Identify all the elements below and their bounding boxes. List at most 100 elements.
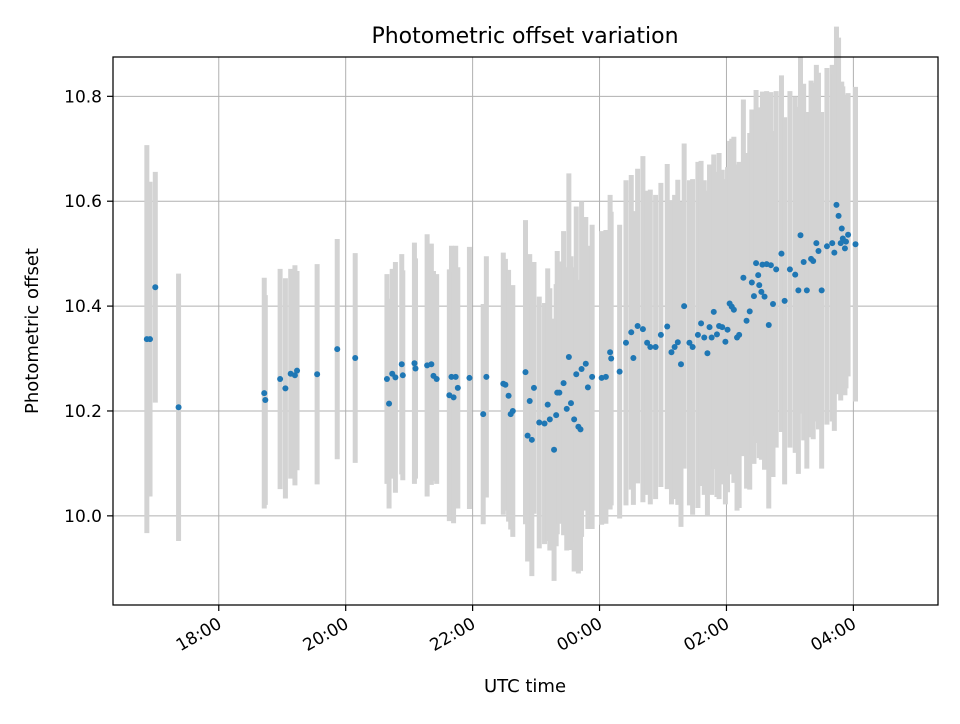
data-point	[829, 240, 836, 247]
data-point	[708, 334, 715, 341]
data-point	[689, 343, 696, 350]
data-point	[584, 384, 591, 391]
data-point	[352, 355, 359, 362]
data-point	[277, 375, 284, 382]
data-point	[524, 432, 531, 439]
data-point	[573, 371, 580, 378]
data-point	[466, 374, 473, 381]
data-point	[261, 390, 268, 397]
data-point	[639, 326, 646, 333]
data-point	[758, 288, 765, 295]
data-point	[509, 407, 516, 414]
data-point	[544, 401, 551, 408]
data-point	[652, 343, 659, 350]
chart-title: Photometric offset variation	[371, 24, 678, 49]
data-point	[837, 240, 844, 247]
data-point	[522, 369, 529, 376]
data-point	[813, 240, 820, 247]
data-point	[536, 419, 543, 426]
data-point	[841, 245, 848, 252]
data-point	[803, 287, 810, 294]
x-axis-label: UTC time	[484, 676, 566, 697]
data-point	[730, 306, 737, 313]
data-point	[616, 368, 623, 375]
data-point	[528, 436, 535, 443]
data-point	[755, 272, 762, 279]
data-point	[746, 308, 753, 315]
data-point	[719, 324, 726, 331]
data-point	[152, 284, 159, 291]
data-point	[694, 331, 701, 338]
y-tick-label: 10.0	[64, 507, 102, 527]
data-point	[291, 372, 298, 379]
data-point	[530, 384, 537, 391]
data-point	[724, 326, 731, 333]
data-point	[845, 231, 852, 238]
data-point	[392, 374, 399, 381]
data-point	[556, 389, 563, 396]
data-point	[262, 396, 269, 403]
data-point	[674, 339, 681, 346]
data-point	[175, 404, 182, 411]
data-point	[412, 365, 419, 372]
data-point	[657, 331, 664, 338]
data-point	[753, 260, 760, 267]
data-point	[842, 238, 849, 245]
data-point	[563, 405, 570, 412]
data-point	[546, 416, 553, 423]
data-point	[852, 241, 859, 248]
data-point	[823, 243, 830, 250]
data-point	[567, 400, 574, 407]
data-point	[647, 343, 654, 350]
data-point	[386, 400, 393, 407]
data-point	[797, 232, 804, 239]
data-point	[314, 371, 321, 378]
y-tick-label: 10.6	[64, 192, 102, 212]
data-point	[748, 279, 755, 286]
data-point	[704, 350, 711, 357]
plot-frame	[112, 56, 939, 606]
y-tick-label: 10.2	[64, 402, 102, 422]
data-point	[681, 303, 688, 310]
data-point	[838, 225, 845, 232]
data-point	[722, 338, 729, 345]
data-point	[671, 343, 678, 350]
data-point	[502, 381, 509, 388]
data-point	[698, 320, 705, 327]
data-point	[411, 360, 418, 367]
data-points	[143, 201, 859, 453]
data-point	[664, 323, 671, 330]
data-point	[622, 339, 629, 346]
data-point	[582, 360, 589, 367]
data-point	[677, 361, 684, 368]
data-point	[644, 339, 651, 346]
data-point	[577, 426, 584, 433]
data-point	[668, 349, 675, 356]
data-point	[630, 355, 637, 362]
data-point	[736, 331, 743, 338]
data-point	[450, 394, 457, 401]
data-point	[452, 373, 459, 380]
data-point	[761, 293, 768, 300]
data-point	[282, 385, 289, 392]
data-point	[571, 416, 578, 423]
data-point	[608, 355, 615, 362]
data-point	[786, 266, 793, 273]
data-point	[778, 250, 785, 257]
data-point	[740, 274, 747, 281]
data-point	[713, 331, 720, 338]
data-point	[795, 287, 802, 294]
data-point	[818, 287, 825, 294]
data-point	[578, 366, 585, 373]
data-point	[480, 411, 487, 418]
data-point	[551, 446, 558, 453]
data-point	[334, 346, 341, 353]
data-point	[454, 384, 461, 391]
y-axis: 10.0 10.2 10.4 10.6 10.8	[64, 87, 113, 527]
data-point	[147, 336, 154, 343]
y-axis-label: Photometric offset	[22, 248, 43, 414]
data-point	[765, 321, 772, 328]
data-point	[398, 361, 405, 368]
